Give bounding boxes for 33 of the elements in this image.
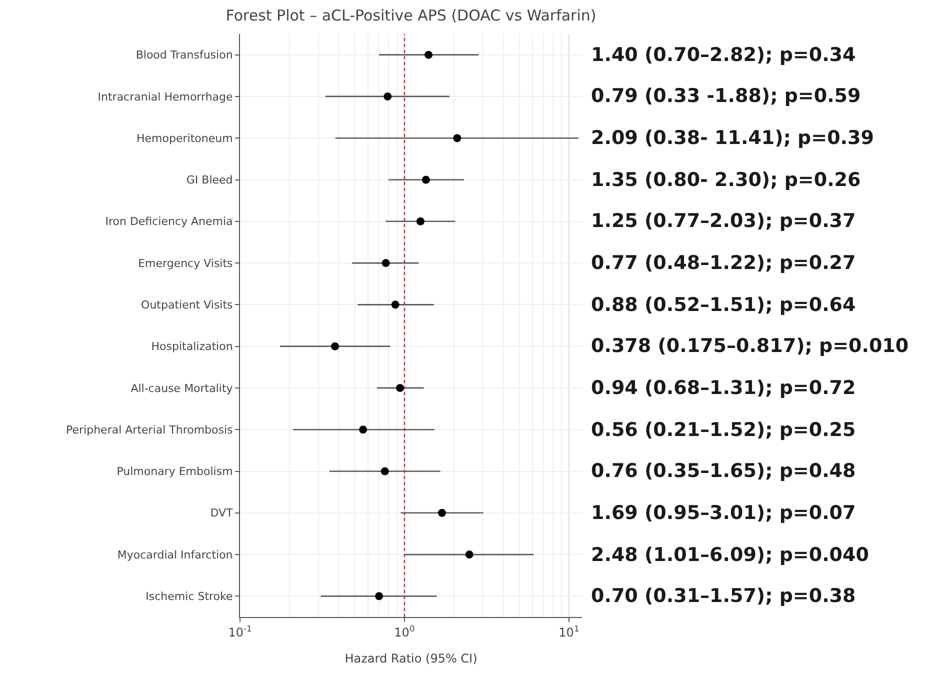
x-tick-label: 10$^{1}$ — [558, 623, 580, 640]
x-tick-label: 10$^{0}$ — [394, 623, 415, 640]
y-tick-label: Myocardial Infarction — [117, 548, 233, 562]
text: 0.77 (0.48–1.22); p=0.27 — [591, 252, 856, 274]
y-tick-label: Peripheral Arterial Thrombosis — [66, 423, 234, 436]
x-tick-label: 10$^{-1}$ — [228, 623, 252, 640]
text: 1.40 (0.70–2.82); p=0.34 — [591, 44, 856, 66]
text: 1.69 (0.95–3.01); p=0.07 — [591, 502, 856, 524]
text: 0.56 (0.21–1.52); p=0.25 — [591, 419, 856, 441]
y-tick-label: Emergency Visits — [138, 256, 234, 270]
text: 1.25 (0.77–2.03); p=0.37 — [591, 210, 856, 232]
text: 0.378 (0.175–0.817); p=0.010 — [591, 335, 909, 357]
y-tick-label: Hospitalization — [151, 340, 233, 354]
y-tick-label: Intracranial Hemorrhage — [98, 90, 234, 104]
y-tick-label: Outpatient Visits — [141, 298, 234, 312]
y-tick-label: GI Bleed — [186, 174, 233, 187]
text: 0.94 (0.68–1.31); p=0.72 — [591, 377, 856, 399]
y-tick-label: Iron Deficiency Anemia — [105, 215, 233, 228]
text: 0.76 (0.35–1.65); p=0.48 — [591, 460, 856, 482]
text: 0.88 (0.52–1.51); p=0.64 — [591, 294, 856, 316]
chart-title: Forest Plot – aCL-Positive APS (DOAC vs Warfarin) — [226, 6, 596, 25]
y-tick-label: DVT — [210, 506, 234, 520]
text: 0.79 (0.33 -1.88); p=0.59 — [591, 85, 861, 107]
text: 2.09 (0.38- 11.41); p=0.39 — [591, 127, 874, 149]
text: 2.48 (1.01–6.09); p=0.040 — [591, 544, 869, 566]
y-tick-label: Ischemic Stroke — [146, 590, 234, 604]
x-axis-title: Hazard Ratio (95% CI) — [344, 651, 478, 666]
text: 1.35 (0.80- 2.30); p=0.26 — [591, 169, 861, 191]
y-tick-label: Pulmonary Embolism — [116, 465, 233, 478]
y-tick-label: All-cause Mortality — [130, 382, 234, 395]
y-tick-label: Blood Transfusion — [136, 48, 233, 62]
text: 0.70 (0.31–1.57); p=0.38 — [591, 585, 856, 607]
y-tick-label: Hemoperitoneum — [136, 132, 233, 145]
